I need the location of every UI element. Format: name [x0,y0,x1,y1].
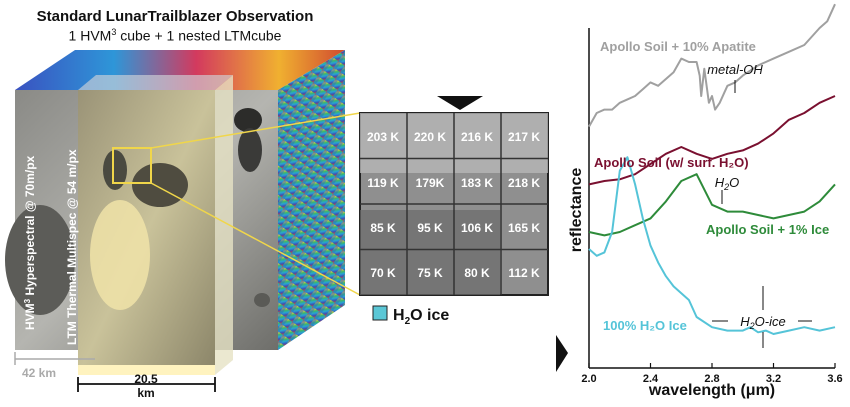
x-tick-label: 2.0 [581,373,596,385]
ltm-top-face [78,75,233,90]
y-axis-label: reflectance [568,168,585,253]
x-tick-label: 2.8 [704,373,719,385]
hvm-label: HVM3 Hyperspectral @ 70m/px [23,155,37,330]
ltm-bottom-strip [78,365,215,375]
shadowed-crater [103,150,127,190]
temperature-grid: 203 K 220 K 216 K 217 K 119 K 179K 183 K… [359,112,549,296]
temp-cell: 95 K [417,221,443,235]
ice-legend-swatch [372,305,388,321]
series-label-water-ice: 100% H₂O Ice [603,318,687,333]
temp-cell: 106 K [461,221,493,235]
zoom-connector [150,182,361,296]
scale-42km-label: 42 km [22,366,56,380]
down-arrow-icon [437,96,483,110]
figure-title: Standard LunarTrailblazer Observation 1 … [25,8,325,44]
zoom-connector [150,112,361,149]
series-line-0 [588,3,836,128]
title-line2-prefix: 1 HVM [68,27,112,44]
spectra-chart: 2.0 2.4 2.8 3.2 3.6 reflectance wavelength (… [568,3,843,399]
annotation-metal-oh: metal-OH [707,62,763,77]
crater [234,108,262,132]
temp-cell: 112 K [508,266,540,280]
cube-side-face [278,50,345,350]
ltm-label: LTM Thermal Multispec @ 54 m/px [65,149,79,345]
temp-cell: 218 K [508,176,540,190]
title-line1: Standard LunarTrailblazer Observation [36,8,314,25]
x-tick-label: 3.6 [827,373,842,385]
temp-cell: 203 K [367,130,399,144]
x-tick-label: 3.2 [766,373,781,385]
title-line2-sup: 3 [111,27,117,37]
right-arrow-icon [556,335,568,372]
annotation-h2o-ice: H2O-ice [740,314,785,331]
temp-cell: 75 K [417,266,443,280]
temp-cell: 165 K [508,221,540,235]
temp-cell: 183 K [461,176,493,190]
ice-legend-label: H2O ice [393,307,449,327]
annotation-h2o: H2O [715,175,740,192]
series-line-3 [588,156,836,335]
bright-crater-rim [90,200,150,310]
ltm-cube [78,75,233,375]
crater [5,205,75,315]
ltm-side-face [215,75,233,375]
scale-20km: 20.5 km [77,372,216,400]
series-label-apatite: Apollo Soil + 10% Apatite [600,39,756,54]
crater [254,293,270,307]
title-line2-suffix: cube + 1 nested LTMcube [116,27,282,44]
x-axis-label: wavelength (μm) [648,382,775,399]
temp-cell: 119 K [367,176,399,190]
series-lines [588,3,836,335]
x-tick-label: 2.4 [643,373,659,385]
temp-cell: 85 K [370,221,396,235]
series-line-2 [588,173,836,237]
temp-cell: 179K [416,176,445,190]
series-line-1 [588,95,836,186]
temp-cell: 216 K [461,130,493,144]
temp-cell: 80 K [464,266,490,280]
shadowed-crater [132,163,188,207]
temp-cell: 220 K [414,130,446,144]
zoom-selection [112,112,361,296]
ice-legend: H2O ice [372,305,449,327]
grid-dark-zone [360,210,500,295]
series-label-surf-water: Apollo Soil (w/ surf. H₂O) [594,155,749,170]
zoom-box [112,147,152,184]
temp-cell: 217 K [508,130,540,144]
scale-20km-number: 20.5 [134,372,158,386]
crater [238,128,262,172]
temp-cell: 70 K [370,266,396,280]
scale-20km-unit: km [137,386,154,400]
x-ticks: 2.0 2.4 2.8 3.2 3.6 [581,363,843,385]
series-label-1pct-ice: Apollo Soil + 1% Ice [706,222,829,237]
scale-42km: 42 km [14,352,95,380]
title-line2: 1 HVM3 cube + 1 nested LTMcube [25,27,325,44]
